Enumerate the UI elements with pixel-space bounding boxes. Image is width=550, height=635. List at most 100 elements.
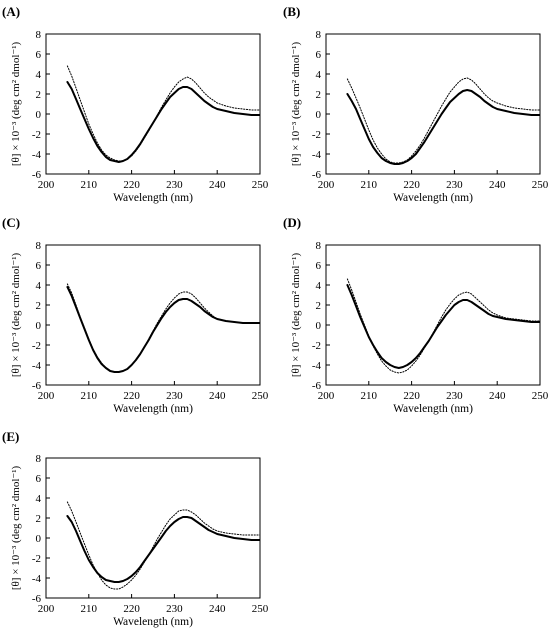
chart-panel-3: (C) -6 -4 -2 0 2 4 6 8 200 210 220 230 240 250 Waveleng… xyxy=(2,215,269,415)
x-tick-label: 200 xyxy=(318,390,335,402)
y-tick-label: -2 xyxy=(32,129,41,141)
x-tick-label: 220 xyxy=(403,179,420,191)
y-tick-label: 4 xyxy=(316,280,322,292)
y-tick-label: 0 xyxy=(36,533,42,545)
x-tick-label: 200 xyxy=(38,390,55,402)
x-tick-label: 200 xyxy=(38,603,55,615)
y-tick-label: 8 xyxy=(36,29,42,41)
x-axis-title: Wavelength (nm) xyxy=(113,403,193,415)
y-tick-label: 8 xyxy=(316,240,322,252)
y-tick-label: 4 xyxy=(36,493,42,505)
solid-series-line xyxy=(346,284,540,369)
y-tick-label: 8 xyxy=(316,29,322,41)
y-tick-label: 0 xyxy=(316,109,322,121)
x-tick-label: 240 xyxy=(489,179,506,191)
plot-frame xyxy=(45,244,261,386)
x-tick-label: 250 xyxy=(532,390,549,402)
x-tick-label: 230 xyxy=(446,179,463,191)
dotted-series-line xyxy=(66,283,260,373)
y-tick-label: 2 xyxy=(316,300,322,312)
x-tick-label: 230 xyxy=(166,390,183,402)
y-tick-label: 6 xyxy=(316,260,322,272)
chart-panel-1: (A) -6 -4 -2 0 2 4 6 8 200 210 220 230 240 250 Waveleng… xyxy=(2,4,269,204)
y-tick-label: 6 xyxy=(36,473,42,485)
y-tick-label: -4 xyxy=(312,149,322,161)
y-tick-label: -6 xyxy=(32,593,42,605)
y-tick-label: -2 xyxy=(32,553,41,565)
panel-letter: (A) xyxy=(2,4,20,19)
y-tick-label: -4 xyxy=(32,573,42,585)
x-tick-label: 200 xyxy=(318,179,335,191)
y-tick-label: 2 xyxy=(36,89,42,101)
plot-frame xyxy=(45,457,261,599)
y-tick-label: -4 xyxy=(32,360,42,372)
y-tick-label: 8 xyxy=(36,453,42,465)
solid-series-line xyxy=(66,515,260,583)
y-axis-title: [θ] × 10⁻³ (deg cm² dmol⁻¹) xyxy=(290,253,302,378)
panel-letter: (E) xyxy=(2,429,19,444)
y-axis-title: [θ] × 10⁻³ (deg cm² dmol⁻¹) xyxy=(10,253,22,378)
y-axis-title: [θ] × 10⁻³ (deg cm² dmol⁻¹) xyxy=(290,42,302,167)
x-axis-title: Wavelength (nm) xyxy=(393,192,473,204)
dotted-series-line xyxy=(66,65,260,162)
x-tick-label: 230 xyxy=(446,390,463,402)
panel-letter: (B) xyxy=(283,4,300,19)
x-tick-label: 240 xyxy=(489,390,506,402)
x-tick-label: 250 xyxy=(532,179,549,191)
x-tick-label: 230 xyxy=(166,179,183,191)
chart-panel-2: (B) -6 -4 -2 0 2 4 6 8 200 210 220 230 240 250 Waveleng… xyxy=(283,4,549,204)
plot-frame xyxy=(325,244,541,386)
y-tick-label: -6 xyxy=(32,380,42,392)
y-tick-label: -4 xyxy=(32,149,42,161)
x-tick-label: 210 xyxy=(81,603,98,615)
x-tick-label: 220 xyxy=(403,390,420,402)
panel-letter: (C) xyxy=(2,215,20,230)
y-tick-label: 4 xyxy=(36,69,42,81)
dotted-series-line xyxy=(66,501,260,590)
x-tick-label: 240 xyxy=(209,603,226,615)
y-axis-title: [θ] × 10⁻³ (deg cm² dmol⁻¹) xyxy=(10,466,22,591)
x-tick-label: 210 xyxy=(361,179,378,191)
y-tick-label: 4 xyxy=(316,69,322,81)
x-tick-label: 250 xyxy=(252,179,269,191)
y-tick-label: 6 xyxy=(36,260,42,272)
y-tick-label: 4 xyxy=(36,280,42,292)
y-tick-label: 6 xyxy=(36,49,42,61)
y-tick-label: -2 xyxy=(312,340,321,352)
y-tick-label: -6 xyxy=(312,169,322,181)
plot-frame xyxy=(45,33,261,175)
chart-panel-5: (E) -6 -4 -2 0 2 4 6 8 200 210 220 230 240 250 Waveleng… xyxy=(2,429,269,628)
x-tick-label: 230 xyxy=(166,603,183,615)
y-tick-label: 2 xyxy=(316,89,322,101)
y-tick-label: 0 xyxy=(316,320,322,332)
y-tick-label: 0 xyxy=(36,109,42,121)
x-tick-label: 250 xyxy=(252,603,269,615)
plot-frame xyxy=(325,33,541,175)
y-tick-label: 6 xyxy=(316,49,322,61)
y-tick-label: 8 xyxy=(36,240,42,252)
y-tick-label: 2 xyxy=(36,300,42,312)
y-axis-title: [θ] × 10⁻³ (deg cm² dmol⁻¹) xyxy=(10,42,22,167)
x-tick-label: 240 xyxy=(209,390,226,402)
solid-series-line xyxy=(346,89,540,165)
y-tick-label: -6 xyxy=(32,169,42,181)
dotted-series-line xyxy=(346,278,540,374)
y-tick-label: 2 xyxy=(36,513,42,525)
y-tick-label: -2 xyxy=(312,129,321,141)
solid-series-line xyxy=(66,286,260,373)
x-tick-label: 210 xyxy=(81,390,98,402)
x-tick-label: 250 xyxy=(252,390,269,402)
x-tick-label: 220 xyxy=(123,179,140,191)
x-axis-title: Wavelength (nm) xyxy=(393,403,473,415)
y-tick-label: -6 xyxy=(312,380,322,392)
x-axis-title: Wavelength (nm) xyxy=(113,192,193,204)
y-tick-label: -4 xyxy=(312,360,322,372)
x-tick-label: 220 xyxy=(123,390,140,402)
x-tick-label: 200 xyxy=(38,179,55,191)
x-tick-label: 220 xyxy=(123,603,140,615)
panel-letter: (D) xyxy=(283,215,301,230)
y-tick-label: -2 xyxy=(32,340,41,352)
y-tick-label: 0 xyxy=(36,320,42,332)
x-tick-label: 210 xyxy=(81,179,98,191)
